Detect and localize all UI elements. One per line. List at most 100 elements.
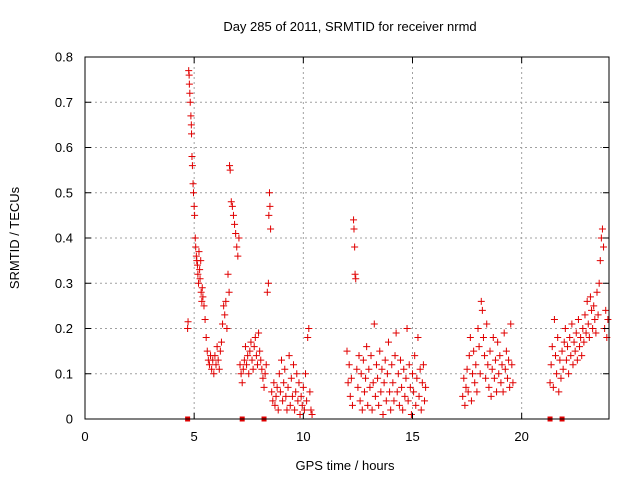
- data-point: [394, 370, 402, 378]
- data-point: [223, 325, 231, 332]
- data-point: [352, 275, 360, 283]
- data-point: [250, 343, 258, 351]
- data-point: [399, 406, 407, 414]
- data-point: [263, 288, 271, 296]
- data-point: [363, 343, 371, 351]
- x-tick-labels: 0 5 10 15 20: [81, 429, 529, 444]
- data-point: [564, 343, 572, 351]
- data-point: [483, 320, 491, 328]
- data-point: [185, 80, 193, 88]
- data-point: [285, 352, 293, 360]
- data-point: [253, 361, 261, 369]
- data-point: [479, 334, 487, 342]
- data-point: [284, 383, 292, 391]
- data-point: [403, 325, 411, 332]
- data-point: [212, 361, 220, 369]
- data-point: [591, 315, 599, 323]
- data-point: [227, 198, 235, 206]
- data-point: [205, 361, 213, 369]
- data-point: [276, 388, 284, 396]
- data-point: [549, 383, 557, 391]
- data-point: [290, 361, 298, 369]
- data-point: [213, 343, 221, 351]
- data-point: [294, 397, 302, 405]
- data-point: [486, 347, 494, 355]
- data-point: [237, 370, 245, 378]
- data-point: [274, 406, 282, 414]
- data-point: [258, 365, 266, 373]
- data-point: [347, 374, 355, 382]
- data-point: [291, 406, 299, 414]
- data-point: [304, 334, 312, 342]
- data-point: [505, 356, 513, 364]
- data-point: [353, 365, 361, 373]
- data-point: [552, 352, 560, 360]
- data-point: [548, 343, 556, 351]
- data-point: [500, 329, 508, 337]
- y-tick-label: 0.4: [55, 231, 73, 246]
- data-point: [509, 379, 517, 387]
- data-point: [577, 334, 585, 342]
- data-point: [567, 352, 575, 360]
- data-point: [583, 297, 591, 305]
- data-point: [422, 383, 430, 391]
- data-point: [195, 248, 203, 256]
- data-point: [562, 356, 570, 364]
- data-point: [282, 392, 290, 400]
- data-point: [386, 388, 394, 396]
- data-point: [226, 162, 234, 170]
- data-point: [198, 297, 206, 305]
- x-tick-label: 0: [81, 429, 88, 444]
- data-point: [359, 356, 367, 364]
- data-point: [279, 397, 287, 405]
- data-point: [477, 297, 485, 305]
- data-point: [265, 211, 273, 219]
- data-point: [345, 361, 353, 369]
- data-point: [582, 329, 590, 337]
- data-point: [414, 334, 422, 342]
- y-tick-label: 0.1: [55, 366, 73, 381]
- data-point: [588, 306, 596, 314]
- data-point: [475, 343, 483, 351]
- y-axis-title: SRMTID / TECUs: [7, 186, 22, 289]
- data-point: [297, 392, 305, 400]
- data-point: [229, 211, 237, 219]
- data-point: [245, 370, 253, 378]
- data-point: [367, 352, 375, 360]
- data-point: [379, 410, 387, 418]
- y-tick-label: 0.7: [55, 95, 73, 110]
- data-point: [579, 325, 587, 332]
- data-point: [298, 401, 306, 409]
- data-point: [470, 347, 478, 355]
- data-point: [208, 365, 216, 373]
- x-tick-label: 5: [191, 429, 198, 444]
- data-point: [216, 347, 224, 355]
- data-point: [200, 302, 208, 310]
- data-point: [241, 343, 249, 351]
- data-point: [248, 356, 256, 364]
- y-tick-label: 0.2: [55, 321, 73, 336]
- data-point: [419, 361, 427, 369]
- data-point: [198, 284, 206, 292]
- data-point: [256, 347, 264, 355]
- data-point: [303, 397, 311, 405]
- data-point: [265, 189, 273, 197]
- data-point: [235, 234, 243, 242]
- data-point: [391, 352, 399, 360]
- data-point: [346, 392, 354, 400]
- data-point: [351, 270, 359, 278]
- data-point: [201, 315, 209, 323]
- data-point: [462, 383, 470, 391]
- data-point: [565, 370, 573, 378]
- data-point: [546, 379, 554, 387]
- y-tick-label: 0.6: [55, 140, 73, 155]
- data-point: [203, 347, 211, 355]
- data-point: [381, 356, 389, 364]
- data-point: [388, 361, 396, 369]
- data-point: [396, 356, 404, 364]
- data-point: [493, 388, 501, 396]
- data-point: [232, 229, 240, 237]
- data-point: [191, 234, 199, 242]
- data-point: [222, 297, 230, 305]
- data-point: [257, 356, 265, 364]
